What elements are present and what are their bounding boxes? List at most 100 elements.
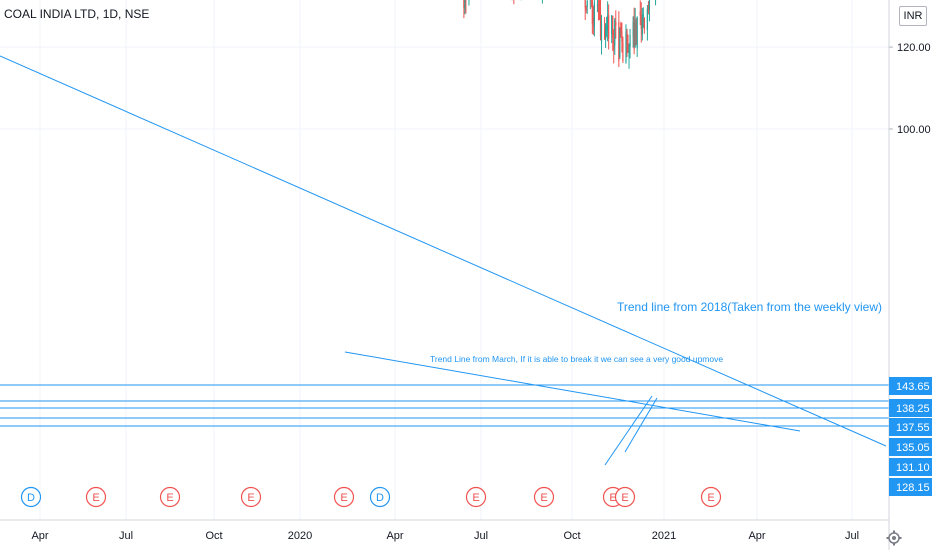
candle-body (647, 4, 650, 10)
event-marker-label: E (92, 492, 99, 504)
event-marker-label: E (609, 492, 616, 504)
grid-lines (0, 0, 889, 520)
price-axis[interactable]: 100.00120.00140.00160.00180.00200.00220.… (889, 0, 931, 136)
price-level-badge (889, 377, 932, 395)
candle-body (635, 22, 637, 46)
price-level-label: 135.05 (896, 442, 930, 454)
x-tick-label: Oct (563, 530, 580, 542)
event-marker-label: E (540, 492, 547, 504)
candle-body (607, 15, 609, 31)
dividend-marker[interactable]: D (20, 486, 42, 508)
candle-body (586, 0, 588, 7)
x-tick-label: Apr (748, 530, 765, 542)
y-tick-label: 120.00 (897, 42, 931, 54)
candle-body (463, 0, 465, 8)
candle-body (621, 32, 623, 42)
candle-body (615, 22, 617, 26)
annotation-trend-2018: Trend line from 2018(Taken from the week… (617, 300, 882, 314)
trend-lines (0, 55, 887, 466)
candle-body (626, 30, 628, 47)
candle-body (464, 0, 466, 10)
candle-body (600, 23, 603, 43)
candle-body (628, 50, 630, 56)
currency-button[interactable]: INR (899, 6, 927, 26)
candle-body (629, 35, 631, 47)
event-marker-label: E (340, 492, 347, 504)
x-tick-label: Jul (474, 530, 488, 542)
earnings-marker[interactable]: E (614, 486, 636, 508)
x-tick-label: 2020 (288, 530, 312, 542)
x-tick-label: Jul (119, 530, 133, 542)
earnings-marker[interactable]: E (533, 486, 555, 508)
candle-body (648, 0, 651, 10)
event-marker-label: E (621, 492, 628, 504)
candle-body (598, 11, 601, 13)
candle-body (599, 13, 602, 37)
y-tick-label: 100.00 (897, 124, 931, 136)
candle-body (608, 15, 610, 39)
event-marker-label: D (376, 492, 384, 504)
earnings-marker[interactable]: E (85, 486, 107, 508)
candle-body (620, 23, 622, 33)
candle-body (597, 4, 600, 12)
candle-body (622, 42, 624, 61)
candle-body (614, 19, 616, 46)
trend-line-march (344, 351, 801, 432)
price-level-badge (889, 399, 932, 417)
earnings-marker[interactable]: E (159, 486, 181, 508)
candle-body (592, 18, 594, 23)
event-marker-label: D (27, 492, 35, 504)
x-tick-label: Apr (31, 530, 48, 542)
candle-body (646, 8, 648, 30)
candle-body (584, 0, 586, 8)
candle-body (641, 16, 643, 35)
candle-body (625, 32, 627, 63)
price-level-lines (0, 384, 889, 427)
price-level-badges: 143.65 138.25 137.55 135.05 131.10 128.15 (889, 377, 932, 496)
candle-body (612, 15, 614, 39)
candle-body (636, 16, 638, 49)
x-tick-label: Oct (205, 530, 222, 542)
earnings-marker[interactable]: E (700, 486, 722, 508)
x-tick-label: 2021 (652, 530, 676, 542)
candle-body (606, 26, 608, 29)
candle-body (643, 18, 645, 30)
candle-body (619, 27, 621, 57)
candle-body (611, 15, 613, 35)
candle-body (633, 16, 635, 50)
time-axis[interactable]: Apr Jul Oct 2020 Apr Jul Oct 2021 Apr Jul (31, 530, 859, 542)
candle-body (634, 20, 636, 47)
candle-body (596, 4, 599, 6)
earnings-marker[interactable]: E (333, 486, 355, 508)
gear-icon[interactable] (886, 530, 902, 546)
candle-body (585, 6, 587, 10)
channel-line-lower (624, 397, 658, 453)
earnings-marker[interactable]: E (465, 486, 487, 508)
event-marker-label: E (707, 492, 714, 504)
price-level-badge (889, 458, 932, 476)
price-level-label: 131.10 (896, 462, 930, 474)
price-level-label: 128.15 (896, 482, 930, 494)
candle-body (642, 13, 644, 17)
event-marker-label: E (247, 492, 254, 504)
price-level-label: 137.55 (896, 422, 930, 434)
candle-body (613, 39, 615, 50)
x-tick-label: Apr (386, 530, 403, 542)
earnings-marker[interactable]: E (240, 486, 262, 508)
trend-line-2018 (0, 55, 887, 447)
candle-body (603, 29, 606, 40)
event-marker-label: E (472, 492, 479, 504)
price-level-label: 143.65 (896, 381, 930, 393)
candle-body (639, 11, 641, 16)
channel-line-upper (604, 395, 653, 466)
event-marker-label: E (166, 492, 173, 504)
dividend-marker[interactable]: D (369, 486, 391, 508)
price-level-badge (889, 478, 932, 496)
annotation-trend-march: Trend Line from March, If it is able to … (430, 354, 723, 364)
candle-body (591, 0, 593, 24)
x-tick-label: Jul (845, 530, 859, 542)
price-level-badge (889, 418, 932, 436)
candle-body (618, 22, 620, 61)
